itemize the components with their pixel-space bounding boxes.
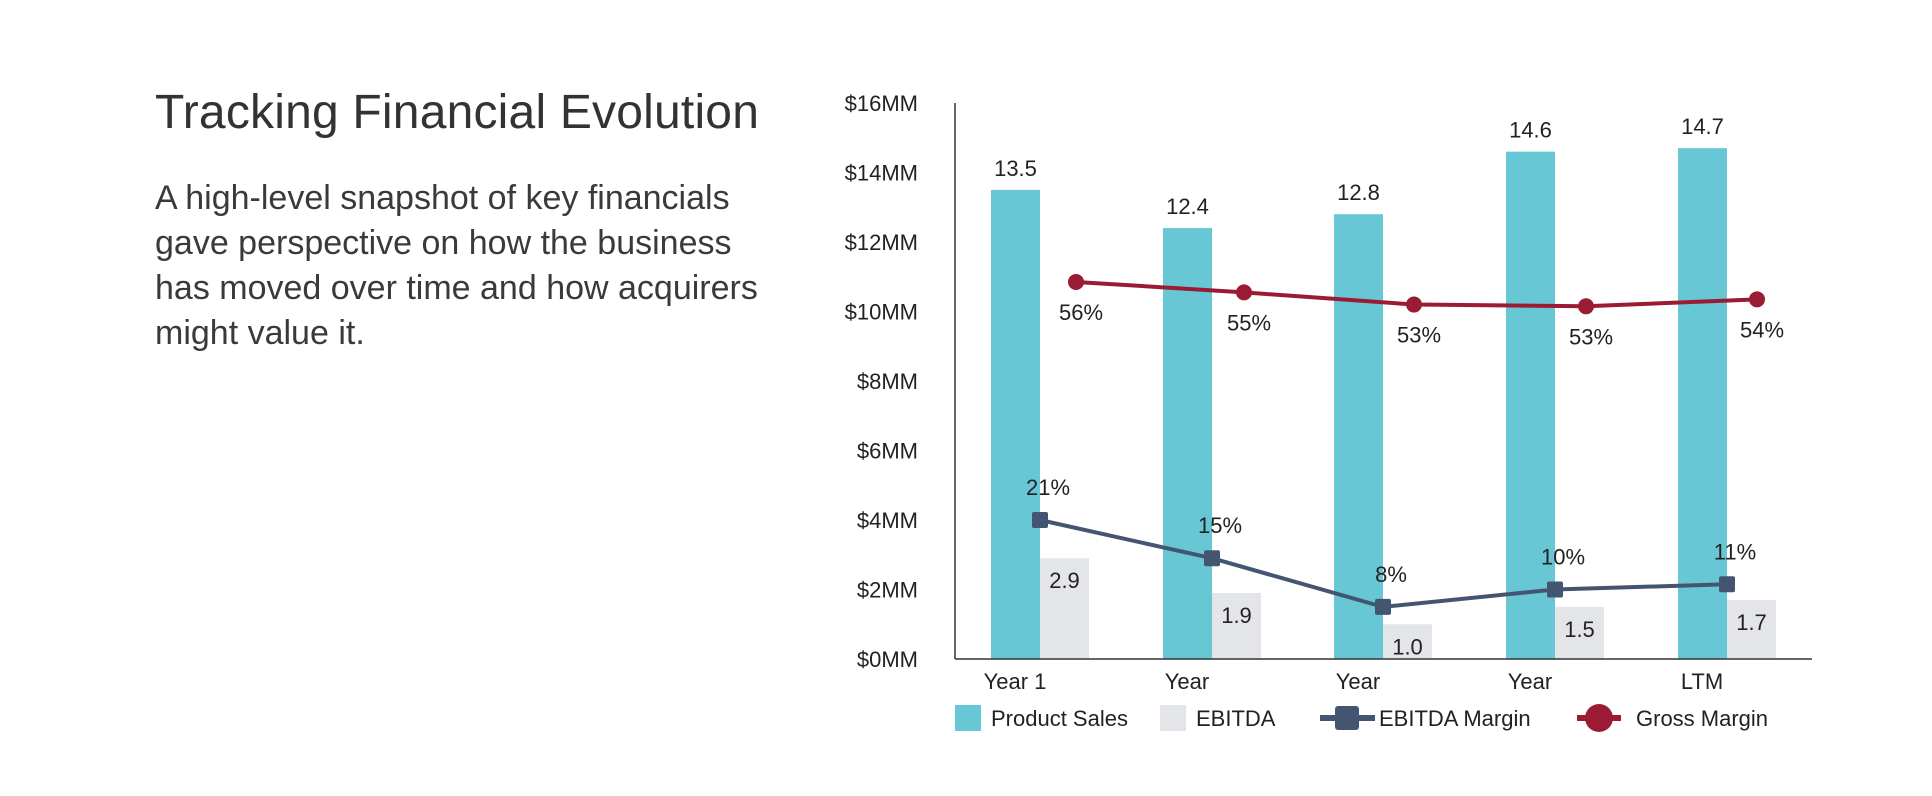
gross-margin-data-label: 55% bbox=[1227, 310, 1271, 335]
page-description: A high-level snapshot of key financials … bbox=[155, 179, 758, 352]
ebitda-data-label: 1.0 bbox=[1392, 634, 1423, 659]
ebitda-bar bbox=[1383, 624, 1432, 659]
ebitda-margin-data-label: 8% bbox=[1375, 562, 1407, 587]
ebitda-margin-marker bbox=[1547, 581, 1563, 598]
legend-marker-gross-margin bbox=[1585, 704, 1613, 732]
x-tick-label: Year 1 bbox=[984, 669, 1047, 694]
product-sales-bar bbox=[1506, 151, 1555, 659]
gross-margin-data-label: 54% bbox=[1740, 317, 1784, 342]
ebitda-margin-marker bbox=[1204, 550, 1220, 567]
gross-margin-data-label: 56% bbox=[1059, 300, 1103, 325]
y-tick-label: $2MM bbox=[857, 578, 918, 603]
legend-marker-ebitda-margin bbox=[1335, 706, 1359, 730]
ebitda-margin-data-label: 15% bbox=[1198, 513, 1242, 538]
product-sales-bar bbox=[1334, 214, 1383, 659]
ebitda-margin-marker bbox=[1719, 576, 1735, 593]
ebitda-data-label: 1.7 bbox=[1736, 610, 1767, 635]
ebitda-data-label: 2.9 bbox=[1049, 568, 1080, 593]
gross-margin-data-label: 53% bbox=[1569, 324, 1613, 349]
y-tick-label: $12MM bbox=[845, 230, 918, 255]
y-tick-label: $10MM bbox=[845, 300, 918, 325]
legend-label-product-sales: Product Sales bbox=[991, 706, 1128, 731]
product-sales-bar bbox=[1678, 148, 1727, 660]
product-sales-data-label: 12.8 bbox=[1337, 180, 1380, 205]
ebitda-bar bbox=[1212, 592, 1261, 659]
legend-swatch-product-sales bbox=[955, 705, 981, 731]
ebitda-bar bbox=[1727, 599, 1776, 659]
ebitda-bar bbox=[1555, 606, 1604, 659]
gross-margin-marker bbox=[1068, 273, 1084, 290]
product-sales-data-label: 13.5 bbox=[994, 156, 1037, 181]
legend-label-gross-margin: Gross Margin bbox=[1636, 706, 1768, 731]
product-sales-bar bbox=[1163, 228, 1212, 659]
gross-margin-data-label: 53% bbox=[1397, 323, 1441, 348]
product-sales-bar bbox=[991, 189, 1040, 659]
product-sales-data-label: 14.6 bbox=[1509, 118, 1552, 143]
gross-margin-marker bbox=[1236, 284, 1252, 301]
x-tick-label: LTM bbox=[1681, 669, 1723, 694]
ebitda-bar bbox=[1040, 558, 1089, 659]
y-tick-label: $4MM bbox=[857, 508, 918, 533]
ebitda-data-label: 1.5 bbox=[1564, 617, 1595, 642]
ebitda-margin-data-label: 21% bbox=[1026, 475, 1070, 500]
x-tick-label: Year bbox=[1336, 669, 1380, 694]
legend-label-ebitda-margin: EBITDA Margin bbox=[1379, 706, 1531, 731]
y-tick-label: $6MM bbox=[857, 439, 918, 464]
gross-margin-marker bbox=[1749, 291, 1765, 308]
y-tick-label: $14MM bbox=[845, 161, 918, 186]
y-tick-label: $16MM bbox=[845, 91, 918, 116]
ebitda-margin-data-label: 10% bbox=[1541, 545, 1585, 570]
intro-panel: Tracking Financial Evolution A high-leve… bbox=[155, 80, 795, 356]
y-tick-label: $8MM bbox=[857, 369, 918, 394]
ebitda-data-label: 1.9 bbox=[1221, 603, 1252, 628]
page-title: Tracking Financial Evolution bbox=[155, 86, 760, 139]
legend-swatch-ebitda bbox=[1160, 705, 1186, 731]
ebitda-margin-marker bbox=[1375, 598, 1391, 615]
x-tick-label: Year bbox=[1508, 669, 1552, 694]
ebitda-margin-data-label: 11% bbox=[1714, 539, 1756, 564]
product-sales-data-label: 14.7 bbox=[1681, 114, 1724, 139]
ebitda-margin-marker bbox=[1032, 512, 1048, 528]
x-tick-label: Year bbox=[1165, 669, 1209, 694]
gross-margin-marker bbox=[1406, 296, 1422, 313]
legend-label-ebitda: EBITDA bbox=[1196, 706, 1276, 731]
gross-margin-marker bbox=[1578, 298, 1594, 315]
product-sales-data-label: 12.4 bbox=[1166, 194, 1209, 219]
y-tick-label: $0MM bbox=[857, 647, 918, 672]
